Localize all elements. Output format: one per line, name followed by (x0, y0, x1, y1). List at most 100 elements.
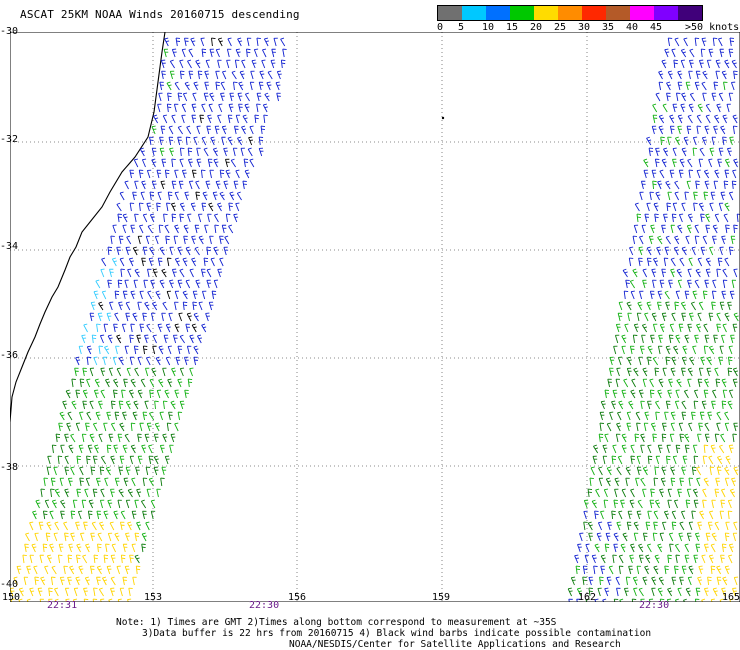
wind-barb (686, 125, 692, 135)
wind-barb (102, 576, 108, 586)
note-line-1: Note: 1) Times are GMT 2)Times along bot… (116, 617, 557, 628)
wind-barb (124, 433, 130, 443)
wind-barb (238, 81, 244, 91)
wind-barb (707, 576, 712, 586)
wind-barb (167, 378, 173, 388)
wind-barb (128, 389, 134, 399)
wind-barb (116, 202, 122, 212)
wind-barb (657, 543, 663, 553)
wind-barb (623, 290, 629, 300)
wind-barb (183, 235, 188, 245)
wind-barb (644, 411, 650, 421)
wind-barb (134, 554, 140, 564)
wind-barb (710, 543, 716, 553)
wind-barb (137, 433, 142, 443)
wind-barb (178, 180, 184, 190)
wind-barb (192, 92, 197, 102)
wind-barb (256, 92, 262, 102)
wind-barb (63, 565, 68, 575)
wind-barb (133, 345, 139, 355)
wind-barb (714, 213, 720, 223)
wind-barb (117, 213, 122, 223)
wind-barb (638, 389, 644, 399)
wind-barb (598, 433, 604, 443)
wind-barb (574, 554, 580, 564)
wind-barb (172, 334, 178, 344)
wind-barb (70, 532, 76, 542)
wind-barb (641, 323, 648, 333)
wind-barb (729, 598, 734, 602)
wind-barb (722, 114, 728, 124)
wind-barb (727, 356, 733, 366)
wind-barb (700, 213, 705, 223)
wind-barb (658, 334, 663, 344)
lon-label: 165 (722, 592, 740, 603)
wind-barb (688, 59, 694, 69)
wind-barb (162, 114, 168, 124)
wind-barb (722, 279, 728, 289)
wind-barb (111, 257, 117, 267)
wind-barb (108, 598, 114, 602)
wind-barb (681, 356, 687, 366)
wind-barb (672, 202, 678, 212)
wind-barb (55, 433, 61, 443)
wind-barb (105, 466, 111, 476)
wind-barb (681, 202, 686, 212)
wind-barb (638, 587, 644, 597)
wind-barb (589, 477, 594, 487)
wind-barb (639, 290, 644, 300)
wind-barb (698, 367, 704, 377)
wind-barb (196, 125, 201, 135)
wind-barb (129, 334, 134, 344)
wind-barb (605, 532, 611, 542)
legend-label: 45 (650, 22, 663, 33)
wind-barb (704, 279, 709, 289)
wind-barb (26, 598, 31, 602)
wind-barb (685, 499, 691, 509)
wind-barb (716, 312, 721, 322)
wind-barb (670, 224, 675, 234)
wind-barb (137, 235, 143, 245)
wind-barb (194, 224, 200, 234)
wind-barb (201, 323, 207, 333)
wind-barb (702, 488, 707, 498)
wind-barb (671, 576, 677, 586)
legend-color-bar (437, 5, 703, 21)
wind-barb (112, 356, 118, 366)
wind-barb (107, 334, 113, 344)
wind-barb (678, 323, 684, 333)
wind-barb (715, 70, 720, 80)
wind-barb (640, 400, 645, 410)
wind-barb (202, 191, 208, 201)
wind-barb (680, 48, 687, 58)
wind-barb (675, 290, 680, 300)
wind-barb (125, 532, 130, 542)
wind-barb (188, 158, 193, 168)
wind-barb (240, 147, 245, 157)
wind-barb (716, 466, 722, 476)
wind-barb (658, 576, 664, 586)
wind-barb (59, 477, 64, 487)
wind-barb (611, 455, 617, 465)
pass-time: 22:31 (47, 600, 78, 611)
wind-map (10, 32, 740, 602)
wind-barb (701, 554, 706, 564)
wind-barb (638, 356, 643, 366)
wind-barb (84, 576, 90, 586)
wind-barb (698, 301, 704, 311)
wind-barb (194, 246, 200, 256)
wind-barb (687, 213, 693, 223)
wind-barb (97, 532, 103, 542)
wind-barb (145, 235, 151, 245)
wind-barb (212, 191, 218, 201)
wind-barb (717, 455, 723, 465)
wind-barb (145, 367, 150, 377)
wind-barb (102, 356, 108, 366)
wind-barb (78, 444, 84, 454)
wind-barb (661, 158, 667, 168)
wind-barb (701, 136, 707, 146)
wind-barb (116, 246, 121, 256)
wind-barb (603, 499, 609, 509)
wind-barb (629, 554, 634, 564)
wind-barb (694, 598, 700, 602)
